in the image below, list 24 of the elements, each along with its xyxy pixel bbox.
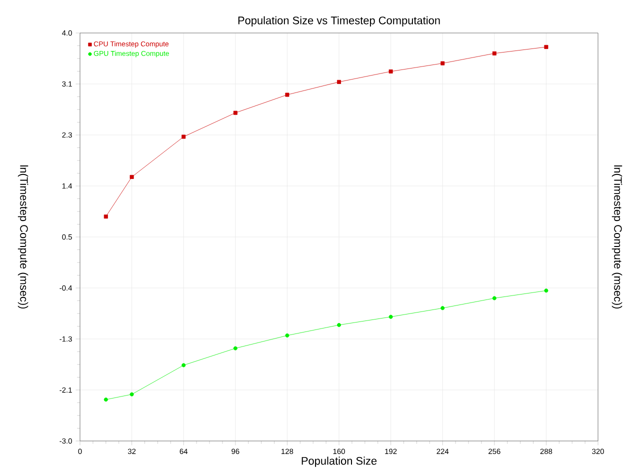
point xyxy=(182,134,186,139)
point xyxy=(337,322,342,327)
point xyxy=(182,363,186,368)
point xyxy=(233,346,238,350)
point xyxy=(104,398,108,402)
point xyxy=(104,214,108,219)
y2-axis-title: ln(Timestep Compute (msec)) xyxy=(612,165,622,309)
point xyxy=(440,61,445,66)
x-axis-title: Population Size xyxy=(302,456,377,467)
point xyxy=(492,51,496,56)
point xyxy=(492,296,496,300)
point xyxy=(440,306,445,310)
point xyxy=(233,110,238,115)
point xyxy=(388,69,393,74)
point xyxy=(388,314,393,319)
point xyxy=(130,174,134,179)
point xyxy=(544,44,548,49)
point xyxy=(337,80,342,84)
point xyxy=(130,392,134,396)
point xyxy=(285,92,290,97)
point xyxy=(285,333,290,338)
point xyxy=(544,288,548,293)
y-axis-title: ln(Timestep Compute (msec)) xyxy=(18,165,28,309)
chart-title: Population Size vs Timestep Computation xyxy=(238,16,440,26)
